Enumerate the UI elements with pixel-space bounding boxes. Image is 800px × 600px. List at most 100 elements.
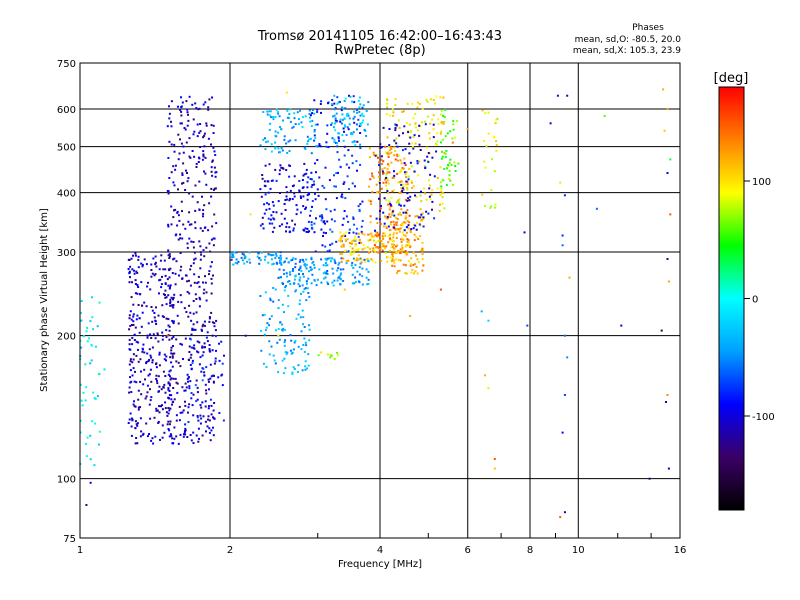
data-point [267,203,270,206]
data-point [274,168,277,171]
data-point [317,354,320,357]
data-point [166,125,169,128]
data-point [305,168,308,171]
data-point [144,397,147,400]
data-point [139,380,142,383]
data-point [406,188,409,191]
data-point [150,396,153,399]
data-point [438,209,441,212]
data-point [386,256,389,259]
data-point [393,189,395,192]
data-point [335,185,337,188]
data-point [330,123,333,126]
data-point [345,215,348,218]
data-point [272,254,275,256]
data-point [171,319,174,322]
data-point [134,442,137,445]
data-point [154,261,157,264]
data-point [274,362,277,365]
data-point [170,434,173,437]
data-point [422,264,425,267]
data-point [305,172,308,175]
y-tick-label: 75 [63,534,76,545]
data-point [452,183,455,186]
data-point [167,373,170,376]
data-point [338,275,341,278]
data-point [164,283,167,285]
data-point [452,120,455,123]
data-point [359,147,362,150]
data-point [559,516,562,519]
data-point [304,227,307,230]
data-point [190,392,193,394]
data-point [133,272,136,275]
data-point [172,258,175,261]
data-point [208,427,211,430]
data-point [164,391,167,394]
data-point [393,243,395,246]
data-point [197,275,200,278]
data-point [201,325,204,328]
data-point [306,287,309,290]
data-point [353,282,356,285]
data-point [198,296,201,299]
data-point [143,258,146,261]
data-point [494,203,497,206]
data-point [325,208,328,211]
data-point [397,201,400,204]
data-point [171,365,174,368]
data-point [197,161,200,163]
data-point [269,122,272,125]
data-point [148,358,151,361]
data-point [414,194,416,197]
data-point [393,154,396,157]
data-point [355,243,357,246]
data-point [355,238,358,241]
data-point [333,258,336,261]
data-point [398,192,401,194]
data-point [319,145,322,148]
data-point [150,337,153,339]
data-point [264,137,266,140]
data-point [401,149,404,152]
data-point [333,122,336,125]
data-point [90,343,93,346]
data-point [269,187,272,190]
data-point [205,366,208,369]
data-point [424,120,427,123]
data-point [326,281,329,284]
data-point [186,111,189,114]
data-point [660,329,663,332]
data-point [523,231,526,234]
data-point [327,353,330,356]
data-point [387,145,390,148]
data-point [133,380,136,383]
data-point [161,304,164,307]
data-point [326,132,329,135]
data-point [213,166,216,169]
data-point [181,386,184,389]
data-point [290,352,293,355]
data-point [301,126,304,128]
data-point [385,216,388,219]
data-point [173,352,176,355]
data-point [339,120,342,123]
data-point [335,172,338,175]
data-point [350,254,353,256]
data-point [399,191,402,194]
data-point [343,288,346,291]
data-point [337,171,339,174]
data-point [332,115,334,118]
data-point [198,107,201,110]
data-point [155,265,158,268]
data-point [170,100,173,103]
data-point [281,359,284,362]
data-point [175,233,178,236]
data-point [199,245,202,248]
data-point [383,222,386,225]
data-point [353,249,356,252]
data-point [429,198,432,201]
data-point [351,261,354,264]
data-point [212,146,215,149]
